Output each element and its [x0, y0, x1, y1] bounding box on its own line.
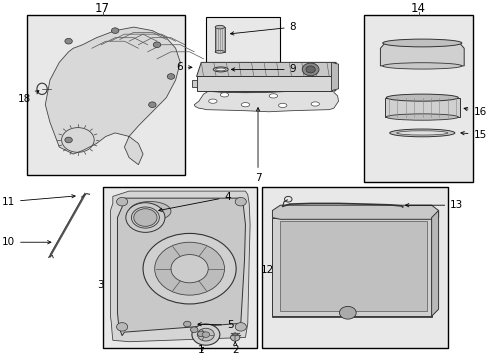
- Text: 4: 4: [159, 192, 231, 211]
- Circle shape: [190, 327, 198, 333]
- Circle shape: [171, 255, 208, 283]
- Text: 14: 14: [410, 2, 425, 15]
- Circle shape: [154, 242, 224, 295]
- Ellipse shape: [382, 63, 461, 69]
- Text: 12: 12: [261, 265, 274, 275]
- Circle shape: [339, 306, 355, 319]
- Ellipse shape: [215, 50, 224, 53]
- Ellipse shape: [310, 102, 319, 106]
- Polygon shape: [215, 27, 224, 52]
- Polygon shape: [331, 62, 338, 91]
- Polygon shape: [196, 62, 336, 76]
- Bar: [27, 15, 184, 175]
- Polygon shape: [431, 211, 438, 316]
- Circle shape: [153, 42, 161, 48]
- Polygon shape: [331, 80, 336, 87]
- Circle shape: [134, 209, 157, 226]
- Text: 11: 11: [2, 195, 75, 207]
- Polygon shape: [194, 90, 338, 112]
- Circle shape: [183, 321, 191, 327]
- Bar: [205, 17, 280, 93]
- Circle shape: [230, 334, 240, 341]
- Ellipse shape: [389, 129, 454, 137]
- Bar: [261, 186, 447, 348]
- Ellipse shape: [220, 93, 228, 97]
- Ellipse shape: [396, 131, 447, 135]
- Text: 1: 1: [198, 345, 204, 355]
- Text: 7: 7: [254, 108, 261, 183]
- Circle shape: [116, 323, 127, 331]
- Text: 2: 2: [231, 342, 238, 355]
- Text: 18: 18: [18, 91, 39, 104]
- Circle shape: [235, 197, 246, 206]
- Circle shape: [65, 39, 72, 44]
- Ellipse shape: [215, 68, 225, 71]
- Polygon shape: [272, 217, 431, 316]
- Ellipse shape: [241, 103, 249, 107]
- Circle shape: [143, 233, 236, 304]
- Bar: [103, 186, 257, 348]
- Text: 16: 16: [463, 107, 486, 117]
- Text: 17: 17: [95, 2, 110, 15]
- Ellipse shape: [386, 114, 457, 120]
- Circle shape: [202, 332, 209, 337]
- Polygon shape: [117, 198, 245, 336]
- Ellipse shape: [382, 39, 461, 47]
- Text: 3: 3: [97, 280, 103, 289]
- Ellipse shape: [268, 94, 277, 98]
- Text: 13: 13: [405, 200, 463, 210]
- Text: 10: 10: [2, 237, 51, 247]
- Ellipse shape: [215, 25, 224, 29]
- Ellipse shape: [129, 202, 171, 221]
- Text: 5: 5: [198, 320, 233, 330]
- Polygon shape: [110, 191, 249, 342]
- Ellipse shape: [213, 67, 228, 72]
- Circle shape: [197, 328, 214, 341]
- Circle shape: [305, 66, 315, 73]
- Ellipse shape: [278, 103, 286, 108]
- Text: 9: 9: [231, 64, 296, 75]
- Polygon shape: [191, 80, 196, 87]
- Circle shape: [235, 323, 246, 331]
- Bar: [364, 15, 472, 182]
- Circle shape: [191, 324, 220, 345]
- Polygon shape: [280, 221, 426, 311]
- Polygon shape: [380, 43, 463, 66]
- Polygon shape: [272, 316, 431, 317]
- Polygon shape: [384, 98, 459, 117]
- Text: 8: 8: [230, 22, 296, 35]
- Ellipse shape: [208, 99, 217, 103]
- Circle shape: [111, 28, 119, 33]
- Circle shape: [197, 331, 204, 337]
- Circle shape: [148, 102, 156, 108]
- Circle shape: [125, 203, 164, 232]
- Circle shape: [302, 63, 318, 76]
- Text: 6: 6: [176, 62, 192, 72]
- Circle shape: [116, 197, 127, 206]
- Polygon shape: [196, 76, 331, 91]
- Circle shape: [65, 137, 72, 143]
- Polygon shape: [272, 205, 438, 219]
- Ellipse shape: [386, 94, 457, 101]
- Polygon shape: [45, 27, 180, 165]
- Circle shape: [167, 74, 174, 79]
- Text: 15: 15: [460, 130, 486, 140]
